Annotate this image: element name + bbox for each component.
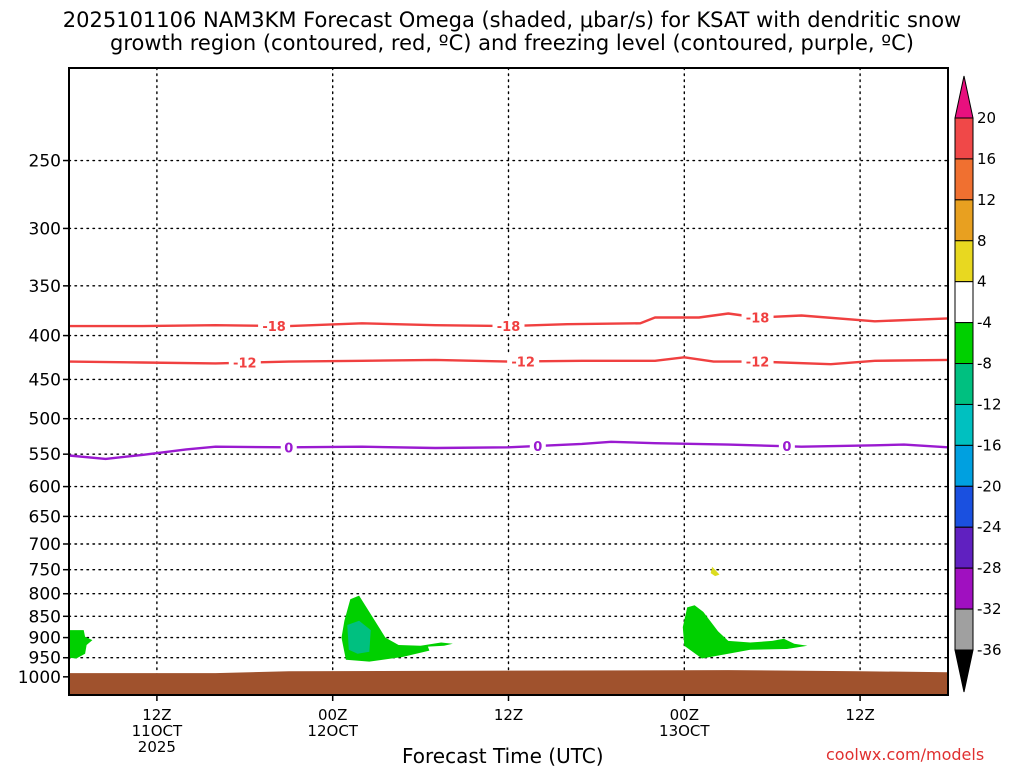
contour-label-bg xyxy=(778,438,795,455)
x-tick-label-18-1: 12OCT xyxy=(307,722,358,740)
x-tick-label-42-0: 00Z xyxy=(670,706,699,724)
colorbar-segment-6 xyxy=(954,363,974,405)
y-tick-label-500: 500 xyxy=(29,410,61,430)
colorbar-segment-4 xyxy=(954,281,974,324)
contour-label--18-0: -18 xyxy=(262,320,286,335)
y-tick-label-950: 950 xyxy=(29,649,61,669)
contour-label--18-2: -18 xyxy=(746,311,770,326)
colorbar-label--12: -12 xyxy=(977,395,1002,413)
y-tick-label-350: 350 xyxy=(29,277,61,297)
x-tick-label-30-0: 12Z xyxy=(494,706,523,724)
contour-label-bg xyxy=(741,353,774,370)
contour-line--18 xyxy=(69,312,948,328)
x-tick-label-6-0: 12Z xyxy=(142,706,171,724)
x-tick-label-42-1: 13OCT xyxy=(659,722,710,740)
y-tick-label-550: 550 xyxy=(29,445,61,465)
contour-label-bg xyxy=(258,317,291,334)
contour-label-bg xyxy=(507,353,540,370)
y-tick-label-1000: 1000 xyxy=(18,668,61,688)
colorbar-label--36: -36 xyxy=(977,641,1002,659)
colorbar-segment-1 xyxy=(954,158,974,201)
contour-label--12-1: -12 xyxy=(511,355,535,370)
contour-label-bg xyxy=(529,437,546,454)
credit-link[interactable]: coolwx.com/models xyxy=(826,745,985,764)
colorbar-segment-7 xyxy=(954,403,974,446)
colorbar-segment-3 xyxy=(954,240,974,283)
colorbar-label--24: -24 xyxy=(977,518,1002,536)
y-tick-label-300: 300 xyxy=(29,219,61,239)
y-tick-label-650: 650 xyxy=(29,507,61,527)
contour-label-bg xyxy=(228,354,261,371)
colorbar-segment-5 xyxy=(954,322,974,365)
y-tick-label-600: 600 xyxy=(29,478,61,498)
colorbar-label-16: 16 xyxy=(977,150,996,168)
colorbar-label--28: -28 xyxy=(977,559,1002,577)
colorbar-segment-10 xyxy=(954,526,974,569)
contour-label-bg xyxy=(741,309,774,326)
colorbar-label--16: -16 xyxy=(977,436,1002,454)
colorbar-label--20: -20 xyxy=(977,477,1002,495)
colorbar-top-arrow xyxy=(954,75,974,119)
y-tick-label-700: 700 xyxy=(29,535,61,555)
contour-label-bg xyxy=(492,318,525,335)
contour-label--12-2: -12 xyxy=(746,356,770,371)
chart-title-line-2: growth region (contoured, red, ºC) and f… xyxy=(110,31,914,55)
ground-surface xyxy=(69,670,948,695)
x-tick-label-18-0: 00Z xyxy=(318,706,347,724)
axes: 2503003504004505005506006507007508008509… xyxy=(18,67,949,756)
contour-label--12-0: -12 xyxy=(233,357,257,372)
contour-label-0-2: 0 xyxy=(782,440,791,455)
x-tick-label-6-1: 11OCT xyxy=(132,722,183,740)
x-tick-label-6-2: 2025 xyxy=(138,738,176,756)
y-tick-label-900: 900 xyxy=(29,629,61,649)
y-tick-label-750: 750 xyxy=(29,561,61,581)
colorbar-segment-9 xyxy=(954,485,974,528)
contour-label-0-1: 0 xyxy=(533,440,542,455)
omega-region-2 xyxy=(347,620,371,654)
colorbar-label--8: -8 xyxy=(977,355,992,373)
y-tick-label-250: 250 xyxy=(29,152,61,172)
chart-title-line-1: 2025101106 NAM3KM Forecast Omega (shaded… xyxy=(62,8,962,32)
colorbar-segment-11 xyxy=(954,567,974,610)
colorbar-label-4: 4 xyxy=(977,273,987,291)
colorbar-segment-0 xyxy=(954,117,974,160)
contour-label-bg xyxy=(280,439,297,456)
colorbar-label-20: 20 xyxy=(977,109,996,127)
colorbar-segment-8 xyxy=(954,444,974,487)
contour-line-0 xyxy=(69,440,948,461)
y-tick-label-850: 850 xyxy=(29,607,61,627)
colorbar: 20 16 12 8 4 -4 -8 -12 -16 -20 -24 -28 -32 -36 xyxy=(954,75,1002,693)
y-tick-label-400: 400 xyxy=(29,327,61,347)
omega-region-3 xyxy=(682,605,808,659)
colorbar-label-8: 8 xyxy=(977,232,987,250)
colorbar-segment-12 xyxy=(954,608,974,651)
colorbar-label--32: -32 xyxy=(977,600,1002,618)
plot-content: -18 -18 -18 -12 -12 -12 0 0 0 xyxy=(69,68,948,695)
colorbar-label--4: -4 xyxy=(977,314,992,332)
x-axis-label: Forecast Time (UTC) xyxy=(402,744,604,768)
omega-region-0 xyxy=(69,630,93,659)
y-tick-label-450: 450 xyxy=(29,370,61,390)
y-tick-label-800: 800 xyxy=(29,585,61,605)
plot-area: -18 -18 -18 -12 -12 -12 0 0 0 xyxy=(69,68,948,695)
colorbar-label-12: 12 xyxy=(977,191,996,209)
x-tick-label-54-0: 12Z xyxy=(845,706,874,724)
colorbar-segment-2 xyxy=(954,199,974,242)
contour-label-0-0: 0 xyxy=(284,441,293,456)
colorbar-bottom-arrow xyxy=(954,649,974,693)
omega-region-4 xyxy=(710,566,720,577)
contour-label--18-1: -18 xyxy=(497,320,521,335)
